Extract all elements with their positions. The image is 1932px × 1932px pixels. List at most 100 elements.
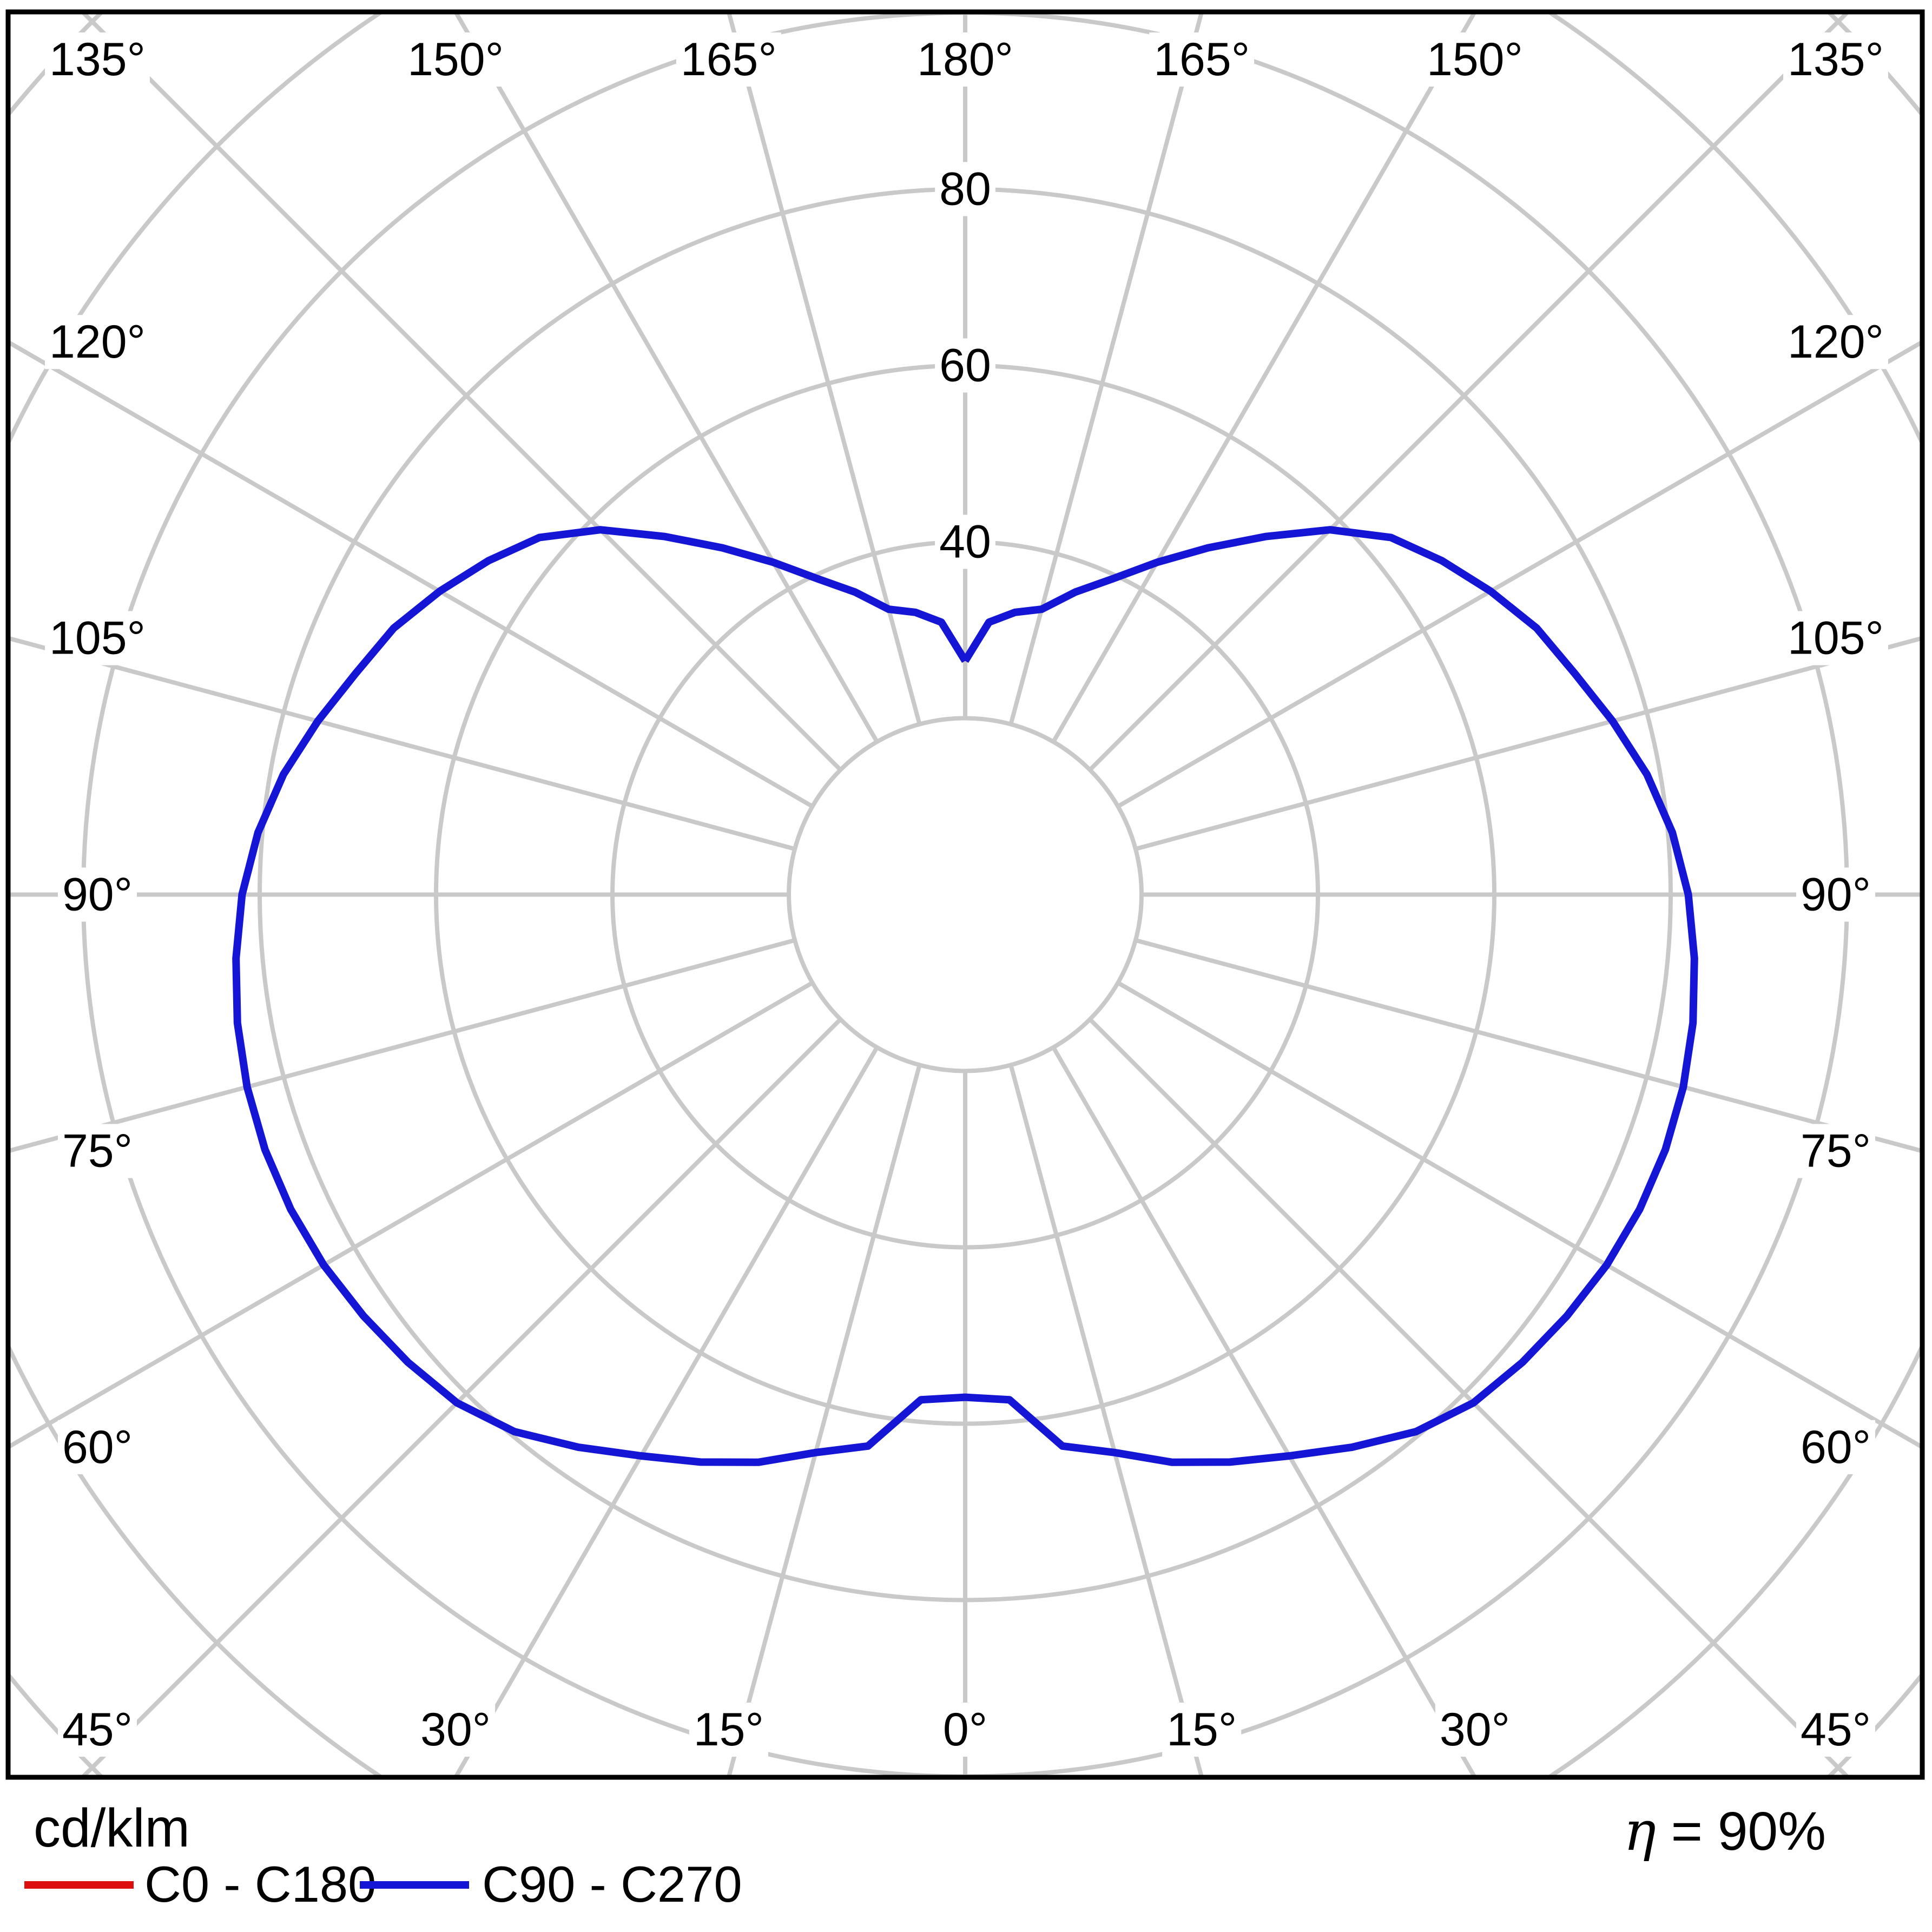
grid-radial-30 bbox=[1051, 1046, 1476, 1775]
angle-label-R135-text: 135° bbox=[1788, 34, 1884, 85]
angle-label-R15-text: 15° bbox=[1166, 1704, 1237, 1756]
angle-label-L60-halo bbox=[57, 1420, 137, 1474]
angle-label-R75-text: 75° bbox=[1801, 1125, 1871, 1177]
legend-swatch-c90-c270 bbox=[360, 1881, 469, 1889]
grid-radial-210 bbox=[454, 14, 879, 743]
angle-label-L45: 45° bbox=[57, 1703, 137, 1757]
grid-radial-165 bbox=[1008, 14, 1204, 725]
angle-label-R0: 0° bbox=[938, 1703, 992, 1757]
angle-label-R15: 15° bbox=[1162, 1703, 1242, 1757]
angle-label-L90: 90° bbox=[57, 867, 137, 922]
grid-radial-240 bbox=[10, 340, 814, 808]
angle-label-R150: 150° bbox=[1422, 32, 1527, 87]
eta-symbol: η bbox=[1623, 1799, 1656, 1863]
angle-label-R60: 60° bbox=[1796, 1420, 1876, 1474]
radial-tick-label-40-halo bbox=[935, 515, 995, 569]
angle-label-L75-halo bbox=[57, 1124, 137, 1178]
grid-radial-225 bbox=[81, 14, 842, 772]
intensity-curve-c90-c270 bbox=[232, 526, 1698, 1466]
plot-border bbox=[5, 9, 1925, 1780]
radial-tick-label-40: 40 bbox=[935, 515, 995, 569]
grid-radial-120 bbox=[1117, 340, 1920, 808]
angle-label-L165: 165° bbox=[676, 32, 781, 87]
angle-label-L135: 135° bbox=[45, 32, 150, 87]
legend-label-c90-c270: C90 - C270 bbox=[482, 1856, 742, 1913]
angle-label-R150-text: 150° bbox=[1427, 34, 1523, 85]
angle-label-R90-text: 90° bbox=[1801, 869, 1871, 921]
angle-label-L120-text: 120° bbox=[49, 316, 146, 368]
angle-label-R120-text: 120° bbox=[1788, 316, 1884, 368]
angle-label-R45-halo bbox=[1796, 1703, 1876, 1757]
grid-radial-345 bbox=[727, 1064, 922, 1775]
angle-label-R180-halo bbox=[913, 32, 1018, 87]
angle-label-R165-halo bbox=[1149, 32, 1255, 87]
angle-label-L30-text: 30° bbox=[420, 1704, 491, 1756]
angle-label-R0-halo bbox=[938, 1703, 992, 1757]
grid-radial-300 bbox=[10, 981, 814, 1449]
angle-label-L45-halo bbox=[57, 1703, 137, 1757]
radial-tick-label-60-text: 60 bbox=[939, 340, 991, 392]
angle-label-R105: 105° bbox=[1783, 611, 1888, 665]
units-label: cd/klm bbox=[34, 1798, 190, 1858]
angle-label-R180: 180° bbox=[913, 32, 1018, 87]
angle-label-L150: 150° bbox=[403, 32, 508, 87]
angle-label-L15: 15° bbox=[689, 1703, 768, 1757]
radial-tick-label-60-halo bbox=[935, 338, 995, 393]
angle-label-L120: 120° bbox=[45, 315, 150, 370]
angle-label-L15-text: 15° bbox=[694, 1704, 764, 1756]
radial-tick-label-60: 60 bbox=[935, 338, 995, 393]
angle-label-L165-text: 165° bbox=[681, 34, 777, 85]
grid-radial-150 bbox=[1051, 14, 1476, 743]
angle-label-L75: 75° bbox=[57, 1124, 137, 1178]
grid-radial-45 bbox=[1088, 1018, 1849, 1775]
grid-radial-60 bbox=[1117, 981, 1920, 1449]
grid-radial-105 bbox=[1135, 636, 1920, 851]
angle-label-L165-halo bbox=[676, 32, 781, 87]
radial-tick-label-40-text: 40 bbox=[939, 516, 991, 568]
angle-label-R105-text: 105° bbox=[1788, 612, 1884, 664]
angle-label-L120-halo bbox=[45, 315, 150, 370]
angle-label-R30-text: 30° bbox=[1440, 1704, 1510, 1756]
angle-label-R90-halo bbox=[1796, 867, 1876, 922]
angle-label-R165-text: 165° bbox=[1153, 34, 1250, 85]
grid-radial-15 bbox=[1008, 1064, 1204, 1775]
angle-label-L30: 30° bbox=[416, 1703, 496, 1757]
angle-label-L30-halo bbox=[416, 1703, 496, 1757]
legend-swatch-c0-c180 bbox=[24, 1881, 134, 1889]
angle-label-R105-halo bbox=[1783, 611, 1888, 665]
angle-label-L90-halo bbox=[57, 867, 137, 922]
angle-label-R165: 165° bbox=[1149, 32, 1255, 87]
angle-label-R45-text: 45° bbox=[1801, 1704, 1871, 1756]
angle-label-L135-halo bbox=[45, 32, 150, 87]
efficiency-label: η = 90% bbox=[1624, 1799, 1826, 1863]
angle-label-L135-text: 135° bbox=[49, 34, 146, 85]
legend-label-c0-c180: C0 - C180 bbox=[144, 1856, 377, 1913]
angle-label-L150-text: 150° bbox=[407, 34, 504, 85]
angle-label-R150-halo bbox=[1422, 32, 1527, 87]
angle-label-L150-halo bbox=[403, 32, 508, 87]
angle-label-L105-text: 105° bbox=[49, 612, 146, 664]
grid-radial-285 bbox=[10, 938, 796, 1153]
grid-radial-135 bbox=[1088, 14, 1849, 772]
angle-label-R75-halo bbox=[1796, 1124, 1876, 1178]
angle-label-L105-halo bbox=[45, 611, 150, 665]
angle-label-R15-halo bbox=[1162, 1703, 1242, 1757]
angle-label-R0-text: 0° bbox=[943, 1704, 987, 1756]
eta-value: = 90% bbox=[1656, 1801, 1826, 1862]
radial-tick-label-80-halo bbox=[935, 162, 995, 216]
angle-label-R120: 120° bbox=[1783, 315, 1888, 370]
angle-label-R120-halo bbox=[1783, 315, 1888, 370]
angle-label-R90: 90° bbox=[1796, 867, 1876, 922]
angle-label-R60-text: 60° bbox=[1801, 1421, 1871, 1473]
grid-circle-20 bbox=[787, 716, 1144, 1073]
angle-label-R45: 45° bbox=[1796, 1703, 1876, 1757]
angle-label-R60-halo bbox=[1796, 1420, 1876, 1474]
angle-label-R135: 135° bbox=[1783, 32, 1888, 87]
angle-label-R30: 30° bbox=[1435, 1703, 1514, 1757]
angle-label-L60-text: 60° bbox=[62, 1421, 133, 1473]
grid-radial-195 bbox=[727, 14, 922, 725]
angle-label-L105: 105° bbox=[45, 611, 150, 665]
angle-label-L75-text: 75° bbox=[62, 1125, 133, 1177]
